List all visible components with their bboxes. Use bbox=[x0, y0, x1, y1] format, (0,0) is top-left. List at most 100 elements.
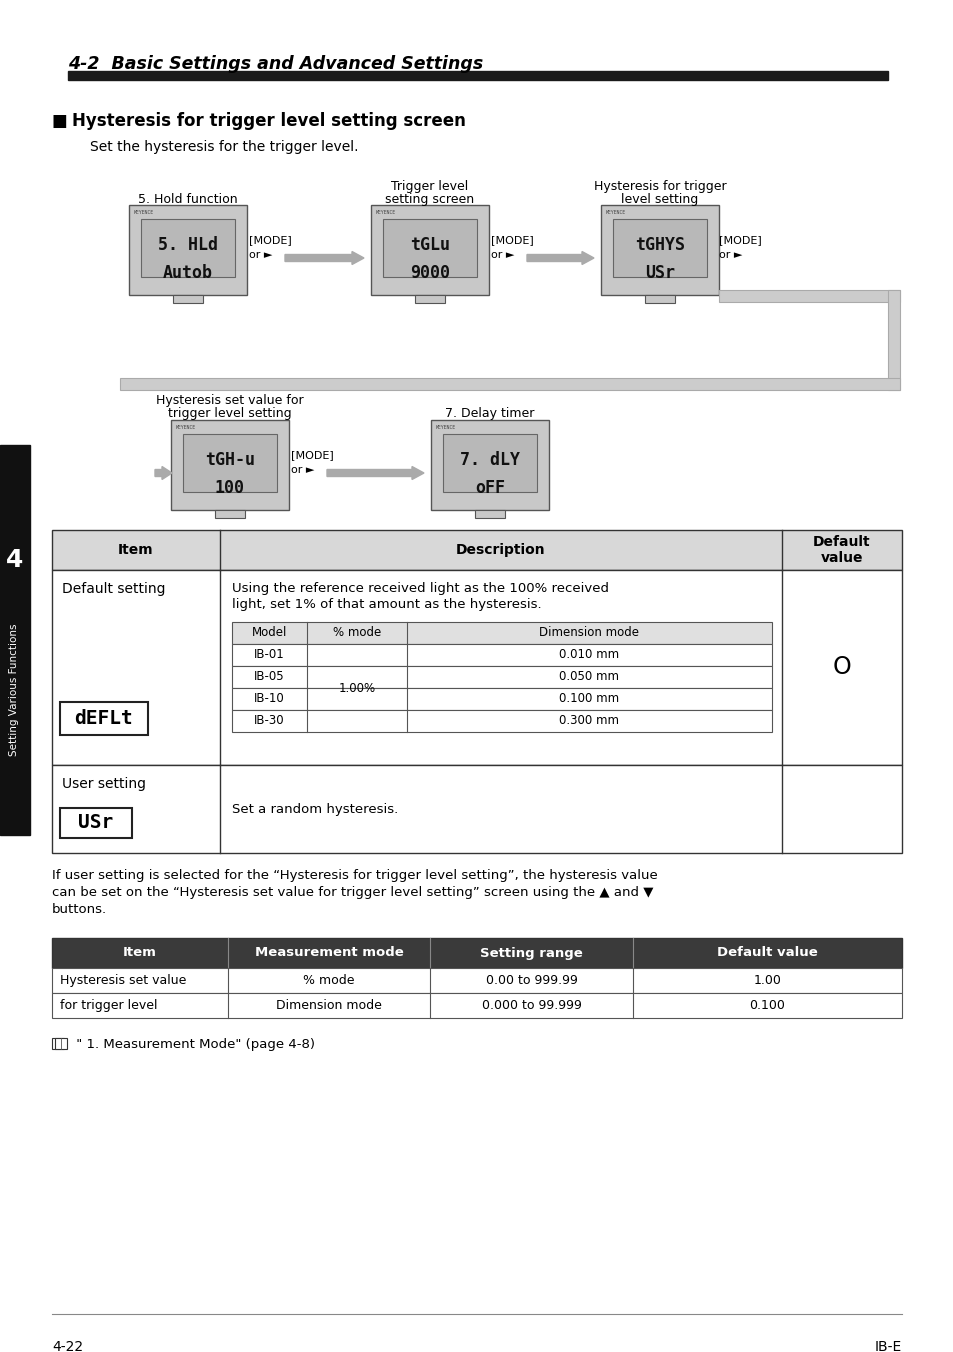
Text: KEYENCE: KEYENCE bbox=[436, 425, 456, 430]
Text: KEYENCE: KEYENCE bbox=[605, 210, 625, 215]
Text: O: O bbox=[832, 656, 850, 680]
Text: Setting range: Setting range bbox=[479, 946, 582, 960]
Bar bbox=[55, 1038, 67, 1049]
Text: " 1. Measurement Mode" (page 4-8): " 1. Measurement Mode" (page 4-8) bbox=[71, 1038, 314, 1051]
Text: or ►: or ► bbox=[291, 465, 314, 475]
Text: KEYENCE: KEYENCE bbox=[375, 210, 395, 215]
FancyArrow shape bbox=[327, 466, 423, 480]
Text: Hysteresis set value: Hysteresis set value bbox=[60, 973, 186, 987]
Text: setting screen: setting screen bbox=[385, 193, 474, 206]
Bar bbox=[431, 420, 548, 510]
Text: KEYENCE: KEYENCE bbox=[133, 210, 154, 215]
Bar bbox=[0, 445, 30, 836]
Bar bbox=[52, 968, 901, 992]
Bar bbox=[442, 434, 537, 492]
Bar bbox=[183, 434, 276, 492]
Bar bbox=[232, 667, 771, 688]
Text: KEYENCE: KEYENCE bbox=[175, 425, 196, 430]
Text: Item: Item bbox=[118, 544, 153, 557]
Text: tGH-u: tGH-u bbox=[205, 452, 254, 469]
Text: can be set on the “Hysteresis set value for trigger level setting” screen using : can be set on the “Hysteresis set value … bbox=[52, 886, 653, 899]
FancyArrow shape bbox=[285, 251, 364, 265]
Text: or ►: or ► bbox=[491, 250, 514, 260]
Text: Model: Model bbox=[252, 626, 287, 639]
Text: IB-05: IB-05 bbox=[253, 671, 285, 684]
Text: Autob: Autob bbox=[163, 264, 213, 283]
Text: Dimension mode: Dimension mode bbox=[539, 626, 639, 639]
Text: 4-2  Basic Settings and Advanced Settings: 4-2 Basic Settings and Advanced Settings bbox=[68, 55, 483, 73]
Text: 0.100 mm: 0.100 mm bbox=[558, 692, 618, 706]
Text: Dimension mode: Dimension mode bbox=[275, 999, 381, 1013]
Text: oFF: oFF bbox=[475, 479, 504, 498]
Bar bbox=[60, 702, 148, 735]
Bar bbox=[232, 644, 771, 667]
Bar bbox=[120, 379, 899, 389]
FancyArrow shape bbox=[154, 466, 172, 480]
Bar bbox=[52, 765, 901, 853]
Text: USr: USr bbox=[644, 264, 675, 283]
Text: 0.050 mm: 0.050 mm bbox=[558, 671, 618, 684]
Bar bbox=[887, 289, 899, 389]
Text: 5. Hold function: 5. Hold function bbox=[138, 193, 237, 206]
Text: % mode: % mode bbox=[333, 626, 381, 639]
Text: Set a random hysteresis.: Set a random hysteresis. bbox=[232, 803, 397, 815]
Text: IB-30: IB-30 bbox=[253, 714, 285, 727]
Bar bbox=[214, 510, 245, 518]
Text: Default
value: Default value bbox=[812, 535, 870, 565]
Text: or ►: or ► bbox=[249, 250, 273, 260]
Text: ■: ■ bbox=[52, 112, 68, 130]
Text: 4: 4 bbox=[7, 548, 24, 572]
Text: 100: 100 bbox=[214, 479, 245, 498]
Bar bbox=[68, 72, 887, 80]
Text: USr: USr bbox=[78, 814, 113, 833]
Text: 7. Delay timer: 7. Delay timer bbox=[445, 407, 534, 420]
Bar bbox=[141, 219, 234, 277]
Text: Using the reference received light as the 100% received: Using the reference received light as th… bbox=[232, 581, 608, 595]
Bar bbox=[52, 571, 901, 765]
Text: dEFLt: dEFLt bbox=[74, 708, 133, 727]
Text: 0.000 to 99.999: 0.000 to 99.999 bbox=[481, 999, 580, 1013]
Text: % mode: % mode bbox=[303, 973, 355, 987]
Text: [MODE]: [MODE] bbox=[291, 450, 334, 460]
Text: Item: Item bbox=[123, 946, 157, 960]
Bar bbox=[52, 1038, 64, 1049]
Bar bbox=[232, 622, 771, 644]
Text: Description: Description bbox=[456, 544, 545, 557]
Text: Hysteresis for trigger: Hysteresis for trigger bbox=[593, 180, 725, 193]
Text: 1.00: 1.00 bbox=[753, 973, 781, 987]
Text: level setting: level setting bbox=[620, 193, 698, 206]
Text: Hysteresis for trigger level setting screen: Hysteresis for trigger level setting scr… bbox=[71, 112, 465, 130]
Text: Set the hysteresis for the trigger level.: Set the hysteresis for the trigger level… bbox=[90, 141, 358, 154]
FancyArrow shape bbox=[526, 251, 594, 265]
Text: for trigger level: for trigger level bbox=[60, 999, 157, 1013]
Bar bbox=[382, 219, 476, 277]
Bar bbox=[52, 938, 901, 968]
Bar bbox=[232, 710, 771, 731]
Bar bbox=[232, 688, 771, 710]
Text: 0.00 to 999.99: 0.00 to 999.99 bbox=[485, 973, 577, 987]
Text: or ►: or ► bbox=[719, 250, 741, 260]
Text: 7. dLY: 7. dLY bbox=[459, 452, 519, 469]
Text: Setting Various Functions: Setting Various Functions bbox=[9, 623, 19, 756]
Bar bbox=[60, 808, 132, 838]
Text: buttons.: buttons. bbox=[52, 903, 107, 917]
Bar bbox=[171, 420, 289, 510]
Text: IB-01: IB-01 bbox=[253, 649, 285, 661]
Text: Default setting: Default setting bbox=[62, 581, 165, 596]
Text: Measurement mode: Measurement mode bbox=[254, 946, 403, 960]
Text: 9000: 9000 bbox=[410, 264, 450, 283]
Text: trigger level setting: trigger level setting bbox=[168, 407, 292, 420]
Text: [MODE]: [MODE] bbox=[249, 235, 292, 245]
Bar bbox=[415, 295, 444, 303]
Text: IB-10: IB-10 bbox=[253, 692, 285, 706]
Bar bbox=[172, 295, 203, 303]
Text: 0.100: 0.100 bbox=[749, 999, 784, 1013]
Text: Default value: Default value bbox=[717, 946, 817, 960]
Text: 1.00%: 1.00% bbox=[338, 681, 375, 695]
Text: 5. HLd: 5. HLd bbox=[158, 237, 218, 254]
Bar bbox=[719, 289, 899, 301]
Text: IB-E: IB-E bbox=[874, 1340, 901, 1352]
Bar bbox=[600, 206, 719, 295]
Text: tGLu: tGLu bbox=[410, 237, 450, 254]
Bar bbox=[52, 992, 901, 1018]
